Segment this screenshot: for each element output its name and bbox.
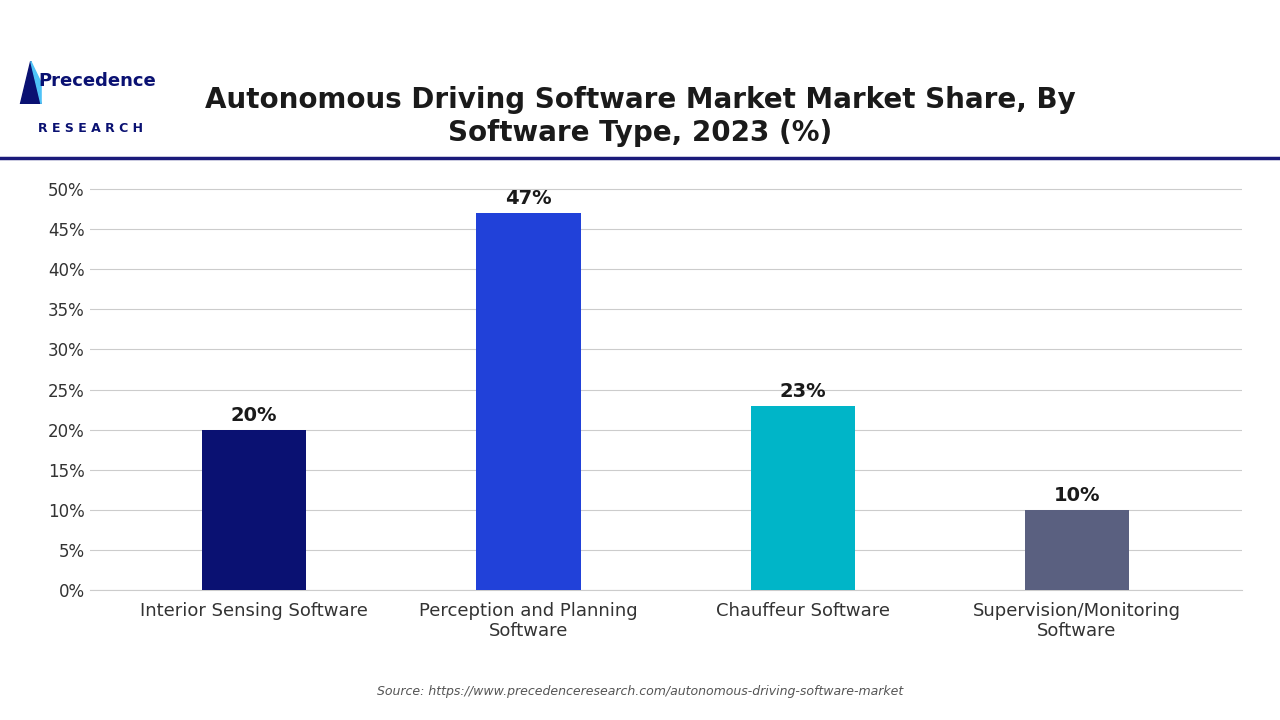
Text: Precedence: Precedence <box>38 72 156 90</box>
Bar <box>750 405 855 590</box>
Text: 47%: 47% <box>506 189 552 208</box>
Bar <box>1025 510 1129 590</box>
Bar <box>202 430 306 590</box>
Text: Autonomous Driving Software Market Market Share, By
Software Type, 2023 (%): Autonomous Driving Software Market Marke… <box>205 86 1075 147</box>
Text: 23%: 23% <box>780 382 826 401</box>
Text: 20%: 20% <box>230 406 278 425</box>
Bar <box>476 213 581 590</box>
Text: 10%: 10% <box>1053 486 1101 505</box>
Text: Source: https://www.precedenceresearch.com/autonomous-driving-software-market: Source: https://www.precedenceresearch.c… <box>376 685 904 698</box>
Text: R E S E A R C H: R E S E A R C H <box>38 122 143 135</box>
Polygon shape <box>31 61 41 104</box>
Polygon shape <box>20 61 41 104</box>
